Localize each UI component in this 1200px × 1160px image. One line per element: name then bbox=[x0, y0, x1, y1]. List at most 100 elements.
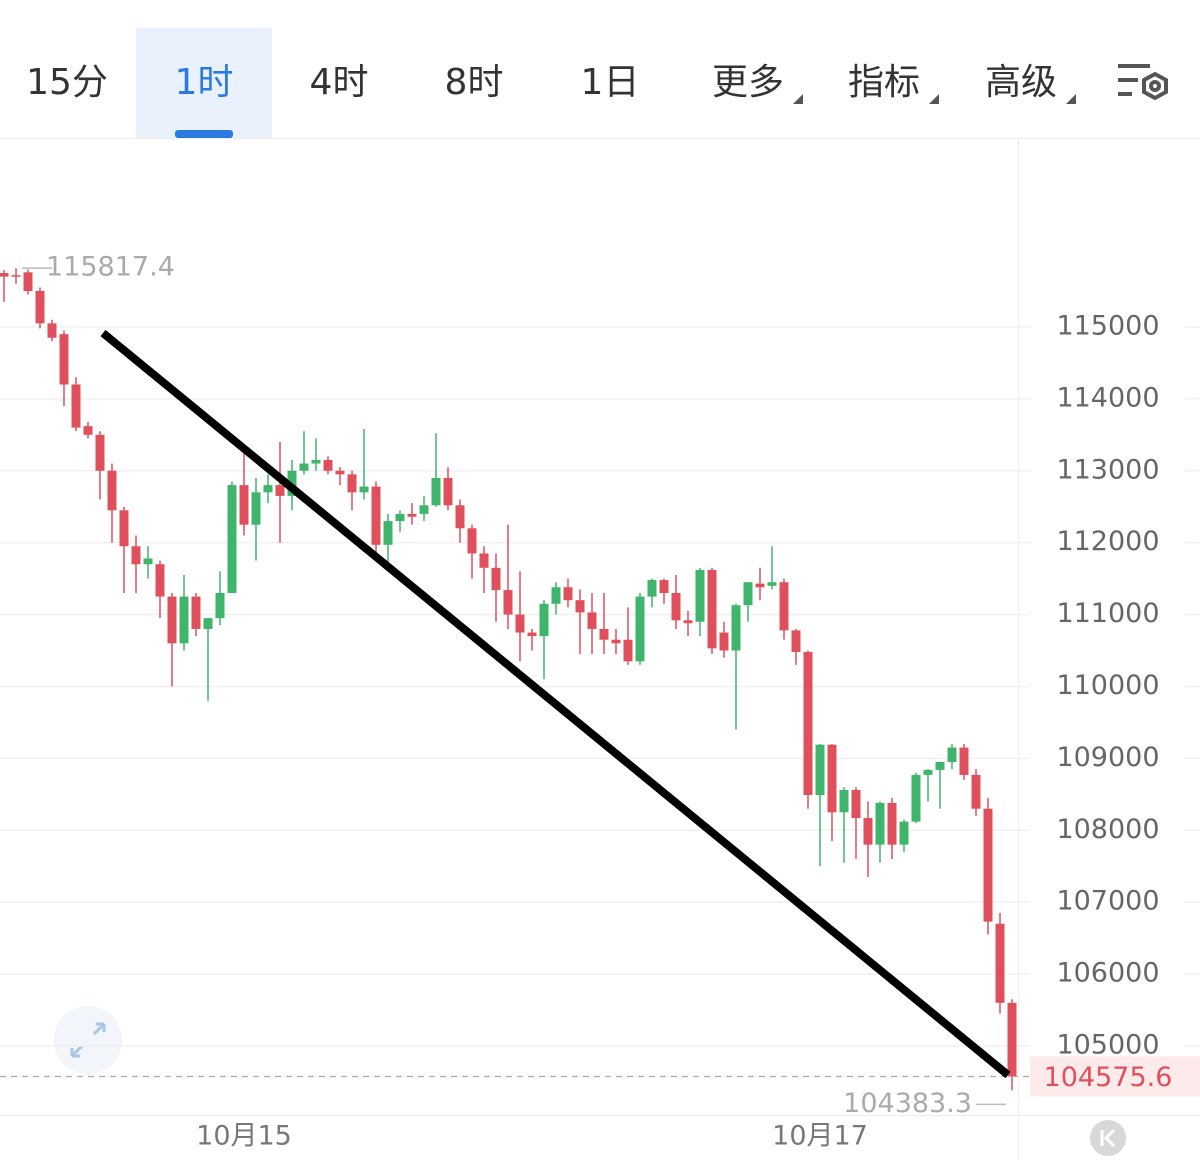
candle-body bbox=[899, 821, 909, 845]
candle-body bbox=[335, 470, 345, 475]
y-tick-label: 108000 bbox=[1056, 814, 1159, 845]
candle bbox=[167, 592, 177, 687]
candle bbox=[815, 743, 825, 867]
candle-body bbox=[83, 426, 93, 435]
candle bbox=[155, 560, 165, 619]
candle bbox=[443, 467, 453, 511]
candle bbox=[887, 797, 897, 860]
candle-body bbox=[215, 592, 225, 619]
candle-body bbox=[47, 323, 57, 338]
candle bbox=[335, 467, 345, 486]
candle-body bbox=[23, 272, 33, 291]
candle bbox=[971, 769, 981, 816]
candle bbox=[503, 524, 513, 629]
candle bbox=[599, 592, 609, 655]
settings-icon[interactable] bbox=[1118, 64, 1168, 101]
x-tick-label: 10月15 bbox=[196, 1121, 292, 1152]
candle bbox=[1007, 999, 1017, 1091]
candle bbox=[551, 582, 561, 615]
candle-body bbox=[683, 620, 693, 624]
candle bbox=[935, 761, 945, 809]
candle bbox=[227, 481, 237, 593]
candle-body bbox=[311, 459, 321, 464]
tab[interactable]: 高级 bbox=[985, 62, 1057, 103]
candle-body bbox=[1007, 1002, 1017, 1077]
expand-button[interactable] bbox=[54, 1006, 122, 1074]
tab[interactable]: 8时 bbox=[445, 62, 504, 103]
candle-body bbox=[887, 802, 897, 845]
candle bbox=[515, 571, 525, 662]
candle-body bbox=[263, 485, 273, 493]
candle-body bbox=[323, 459, 333, 471]
candle bbox=[707, 567, 717, 655]
candle-body bbox=[791, 630, 801, 652]
candle-body bbox=[347, 474, 357, 493]
tab[interactable]: 15分 bbox=[26, 62, 108, 103]
y-tick-label: 112000 bbox=[1056, 526, 1159, 557]
candle-body bbox=[467, 528, 477, 554]
candle bbox=[923, 769, 933, 802]
candle bbox=[419, 495, 429, 522]
candle bbox=[71, 377, 81, 432]
candle-body bbox=[995, 923, 1005, 1003]
candle bbox=[347, 470, 357, 511]
candle bbox=[203, 618, 213, 701]
candle bbox=[623, 607, 633, 665]
candle-body bbox=[515, 614, 525, 633]
candle bbox=[107, 463, 117, 543]
candle-body bbox=[863, 818, 873, 845]
candle-body bbox=[563, 587, 573, 601]
candle bbox=[239, 452, 249, 536]
candle-body bbox=[143, 558, 153, 565]
candle-body bbox=[455, 505, 465, 529]
candle bbox=[659, 578, 669, 604]
x-tick-label: 10月17 bbox=[772, 1121, 868, 1152]
candle-body bbox=[851, 790, 861, 819]
candle-body bbox=[299, 463, 309, 471]
candle bbox=[875, 801, 885, 863]
back-to-latest-button[interactable] bbox=[1090, 1120, 1126, 1156]
tab[interactable]: 4时 bbox=[310, 62, 369, 103]
candle bbox=[575, 589, 585, 655]
candle bbox=[983, 797, 993, 935]
candle bbox=[95, 431, 105, 500]
candle-body bbox=[227, 485, 237, 593]
candle-body bbox=[935, 761, 945, 770]
candle-body bbox=[167, 596, 177, 644]
candle bbox=[83, 421, 93, 439]
candle-body bbox=[767, 582, 777, 586]
tab[interactable]: 更多 bbox=[712, 62, 784, 103]
trend-line bbox=[100, 329, 1011, 1079]
tab[interactable]: 1时 bbox=[175, 62, 234, 103]
candle-body bbox=[539, 603, 549, 637]
tab[interactable]: 指标 bbox=[848, 62, 920, 103]
y-tick-label: 115000 bbox=[1056, 310, 1159, 341]
candle bbox=[791, 628, 801, 665]
candle bbox=[947, 743, 957, 770]
tab[interactable]: 1日 bbox=[581, 62, 640, 103]
candle bbox=[635, 592, 645, 665]
candle-body bbox=[95, 434, 105, 471]
candle bbox=[647, 578, 657, 608]
candle-body bbox=[59, 334, 69, 385]
candle bbox=[767, 546, 777, 590]
min-label: 104383.3 bbox=[843, 1088, 972, 1119]
candle-body bbox=[923, 769, 933, 775]
candle-body bbox=[803, 651, 813, 796]
y-tick-label: 106000 bbox=[1056, 958, 1159, 989]
candle bbox=[0, 270, 9, 302]
y-tick-label: 109000 bbox=[1056, 742, 1159, 773]
candle bbox=[827, 743, 837, 842]
candle-body bbox=[587, 612, 597, 629]
candle bbox=[563, 578, 573, 608]
candle-body bbox=[155, 564, 165, 597]
candle-body bbox=[119, 510, 129, 547]
candle-body bbox=[179, 596, 189, 644]
candle bbox=[719, 621, 729, 658]
candle-body bbox=[275, 485, 285, 496]
candle-body bbox=[875, 802, 885, 845]
last-price-box bbox=[1030, 1056, 1200, 1097]
candle-body bbox=[959, 747, 969, 775]
